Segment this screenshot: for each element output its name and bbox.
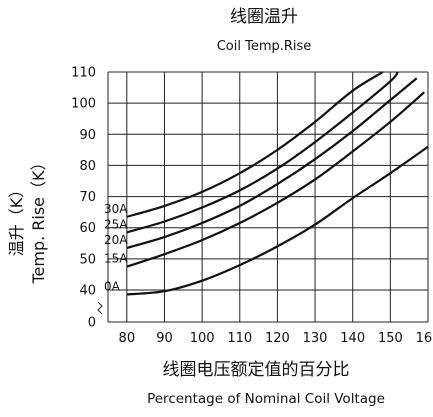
series-label-15a: 15A [104,252,128,266]
series-line-25a [126,71,399,234]
y-axis-break-mark [97,301,103,315]
tick-labels: 0 40 50 60 70 80 90 100 110 80 90 100 110 120 130 140 15… [71,66,433,347]
y-tick-label: 100 [71,97,96,112]
series-curves [126,71,429,296]
series-label-20a: 20A [104,233,128,247]
y-tick-label: 80 [79,159,96,174]
x-tick-label: 100 [190,331,215,346]
x-tick-label: 90 [156,331,173,346]
grid [97,71,429,323]
series-line-15a [126,91,425,268]
y-tick-label: 90 [79,128,96,143]
chart-title: 线圈温升 [230,7,298,27]
y-tick-label: 70 [79,190,96,205]
y-axis-label-en: Temp. Rise（K） [29,154,48,284]
x-tick-label: 80 [119,331,136,346]
series-line-0a [126,145,429,296]
series-line-20a [126,77,418,250]
x-tick-label: 150 [378,331,403,346]
x-axis-label: 线圈电压额定值的百分比 [163,360,350,380]
y-tick-label: 50 [79,252,96,267]
chart-subtitle: Coil Temp.Rise [217,39,312,54]
series-label-0a: 0A [104,279,121,293]
y-tick-label: 40 [79,284,96,299]
y-tick-label: 110 [71,66,96,81]
series-label-25a: 25A [104,217,128,231]
y-tick-label: 60 [79,221,96,236]
x-axis-label-en: Percentage of Nominal Coil Voltage [147,391,385,407]
y-tick-label: 0 [88,316,96,331]
x-tick-label: 140 [340,331,365,346]
series-line-30a [126,71,384,218]
series-label-30a: 30A [104,202,128,216]
x-tick-label: 110 [227,331,252,346]
x-tick-label: 120 [265,331,290,346]
y-axis-label: 温升（K） [7,182,26,257]
x-tick-label: 130 [303,331,328,346]
x-tick-label: 160 [416,331,433,346]
